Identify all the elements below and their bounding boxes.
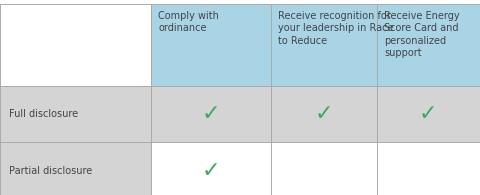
Text: ✓: ✓ (315, 104, 333, 124)
Bar (271, 142, 377, 195)
Text: ✓: ✓ (202, 161, 220, 181)
Bar (0, 86, 151, 142)
Text: Comply with
ordinance: Comply with ordinance (158, 11, 219, 33)
Bar (151, 86, 271, 142)
Bar (377, 86, 480, 142)
Bar (0, 142, 151, 195)
Text: Receive recognition for
your leadership in Race
to Reduce: Receive recognition for your leadership … (278, 11, 394, 45)
Bar (151, 4, 271, 86)
Text: Full disclosure: Full disclosure (9, 109, 78, 119)
Bar (151, 142, 271, 195)
Bar (271, 86, 377, 142)
Bar (377, 142, 480, 195)
Bar (271, 4, 377, 86)
Bar (377, 4, 480, 86)
Text: Receive Energy
Score Card and
personalized
support: Receive Energy Score Card and personaliz… (384, 11, 460, 58)
Text: Partial disclosure: Partial disclosure (9, 166, 92, 176)
Bar (0, 4, 151, 86)
Text: ✓: ✓ (202, 104, 220, 124)
Text: ✓: ✓ (419, 104, 438, 124)
